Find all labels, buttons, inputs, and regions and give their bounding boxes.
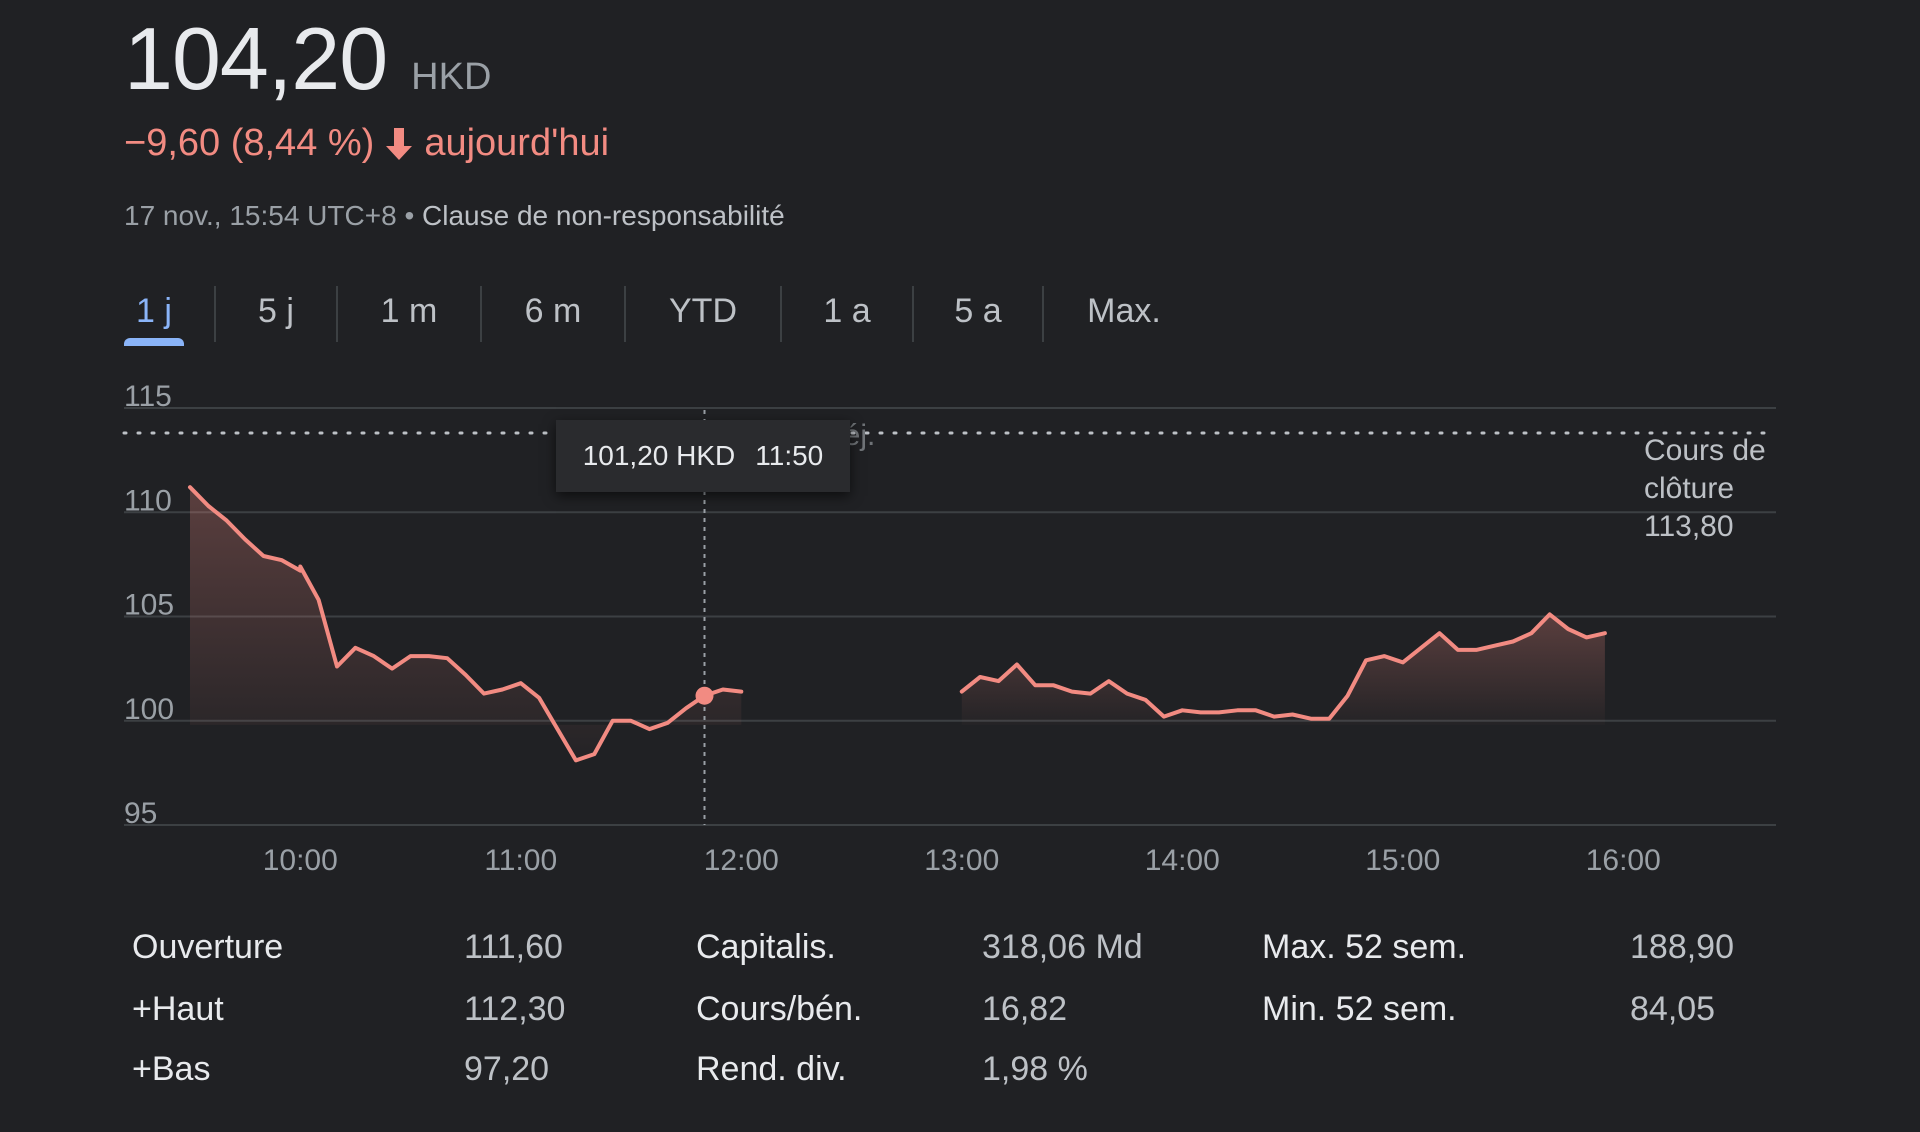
quote-timestamp: 17 nov., 15:54 UTC+8 [124, 200, 397, 231]
stat-label: Cours/bén. [696, 990, 863, 1028]
stat-label: +Haut [132, 990, 224, 1028]
stat-label: Rend. div. [696, 1050, 847, 1088]
previous-close-title-2: clôture [1644, 472, 1735, 505]
tab-label: 6 m [524, 292, 582, 330]
y-tick-label: 105 [124, 589, 174, 622]
active-tab-indicator [124, 338, 184, 346]
stat-label: Ouverture [132, 928, 284, 966]
price-change: −9,60 (8,44 %) aujourd'hui [124, 122, 609, 165]
tab-separator [480, 286, 482, 342]
stat-value: 112,30 [464, 990, 566, 1028]
price-chart-svg[interactable]: 115 110 105 100 95 10:00 11:00 12:00 13:00 14:00 1… [0, 370, 1920, 890]
tab-separator [624, 286, 626, 342]
series-line-afternoon [959, 612, 1607, 721]
tab-5-years[interactable]: 5 a [914, 286, 1042, 352]
series-area-afternoon [961, 614, 1605, 725]
tab-label: YTD [669, 292, 737, 330]
tab-6-months[interactable]: 6 m [482, 286, 624, 352]
meta-separator: • [404, 200, 415, 231]
stat-value: 318,06 Md [982, 928, 1143, 966]
stat-label: Min. 52 sem. [1262, 990, 1457, 1028]
tooltip-time: 11:50 [755, 440, 824, 471]
change-value: −9,60 (8,44 %) [124, 122, 375, 164]
tab-5-days[interactable]: 5 j [216, 286, 336, 352]
stat-label: Max. 52 sem. [1262, 928, 1467, 966]
x-tick-label: 12:00 [704, 844, 779, 877]
tab-label: 5 a [954, 292, 1002, 330]
stat-value: 111,60 [464, 928, 563, 966]
previous-close-label: Cours de clôture 113,80 [1644, 432, 1766, 546]
arrow-down-icon [386, 127, 413, 160]
tab-label: Max. [1087, 292, 1161, 330]
hover-tooltip: 101,20 HKD 11:50 [556, 420, 850, 492]
tab-separator [1042, 286, 1044, 342]
stat-value: 16,82 [982, 990, 1068, 1028]
tab-1-month[interactable]: 1 m [338, 286, 480, 352]
disclaimer-link[interactable]: Clause de non-responsabilité [422, 200, 785, 231]
stat-value: 188,90 [1630, 928, 1734, 966]
y-tick-label: 115 [124, 380, 172, 413]
stat-value: 1,98 % [982, 1050, 1088, 1088]
series-line-morning [188, 485, 744, 763]
price-chart[interactable]: 115 110 105 100 95 10:00 11:00 12:00 13:00 14:00 1… [0, 370, 1920, 890]
x-tick-label: 15:00 [1365, 844, 1440, 877]
previous-close-title-1: Cours de [1644, 434, 1766, 467]
hover-point-marker [695, 686, 714, 705]
stat-value: 97,20 [464, 1050, 550, 1088]
tab-label: 1 m [380, 292, 438, 330]
change-period: aujourd'hui [424, 122, 610, 164]
x-tick-label: 16:00 [1586, 844, 1661, 877]
range-tabs: 1 j 5 j 1 m 6 m YTD 1 a 5 a Max. [124, 286, 1204, 356]
x-tick-label: 11:00 [484, 844, 557, 877]
tab-ytd[interactable]: YTD [626, 286, 780, 352]
tab-1-day[interactable]: 1 j [124, 286, 184, 352]
price-header: 104,20 HKD [124, 8, 491, 110]
tab-separator [780, 286, 782, 342]
series-area-morning [190, 487, 742, 761]
y-tick-label: 95 [124, 797, 157, 830]
y-tick-label: 100 [124, 693, 174, 726]
tab-separator [912, 286, 914, 342]
tooltip-price: 101,20 HKD [582, 440, 736, 471]
tab-label: 5 j [258, 292, 294, 330]
current-price: 104,20 [124, 9, 388, 108]
tab-max[interactable]: Max. [1044, 286, 1204, 352]
tab-label: 1 a [823, 292, 871, 330]
tab-label: 1 j [136, 292, 172, 330]
x-tick-label: 13:00 [924, 844, 999, 877]
tab-separator [214, 286, 216, 342]
previous-close-value: 113,80 [1644, 510, 1734, 543]
quote-meta: 17 nov., 15:54 UTC+8 • Clause de non-res… [124, 200, 785, 232]
tab-separator [336, 286, 338, 342]
stat-label: +Bas [132, 1050, 211, 1088]
x-tick-label: 14:00 [1145, 844, 1220, 877]
stat-label: Capitalis. [696, 928, 836, 966]
tab-1-year[interactable]: 1 a [782, 286, 912, 352]
currency-label: HKD [411, 56, 492, 98]
stat-value: 84,05 [1630, 990, 1716, 1028]
x-tick-label: 10:00 [263, 844, 338, 877]
y-tick-label: 110 [124, 484, 172, 517]
